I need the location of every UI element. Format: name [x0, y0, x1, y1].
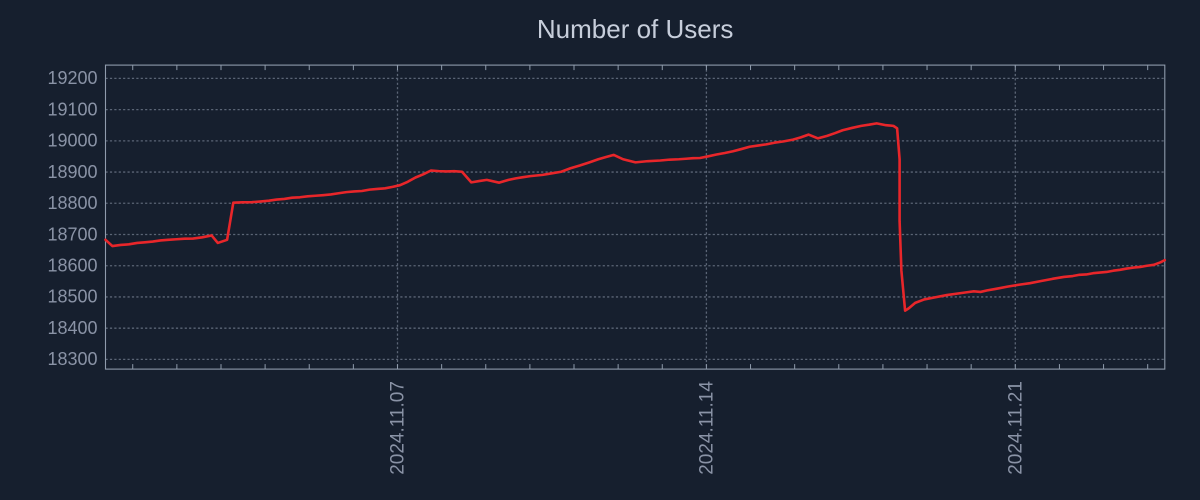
svg-text:19100: 19100: [47, 99, 97, 119]
svg-text:2024.11.07: 2024.11.07: [388, 381, 409, 475]
svg-text:18400: 18400: [47, 318, 97, 338]
svg-text:2024.11.14: 2024.11.14: [696, 381, 717, 475]
svg-text:Number of Users: Number of Users: [537, 14, 734, 44]
svg-text:18700: 18700: [47, 224, 97, 244]
svg-text:18300: 18300: [47, 349, 97, 369]
svg-text:18500: 18500: [47, 287, 97, 307]
svg-text:2024.11.21: 2024.11.21: [1005, 381, 1026, 475]
svg-text:19000: 19000: [47, 131, 97, 151]
svg-text:18600: 18600: [47, 255, 97, 275]
svg-text:18800: 18800: [47, 193, 97, 213]
svg-text:18900: 18900: [47, 162, 97, 182]
svg-text:19200: 19200: [47, 68, 97, 88]
